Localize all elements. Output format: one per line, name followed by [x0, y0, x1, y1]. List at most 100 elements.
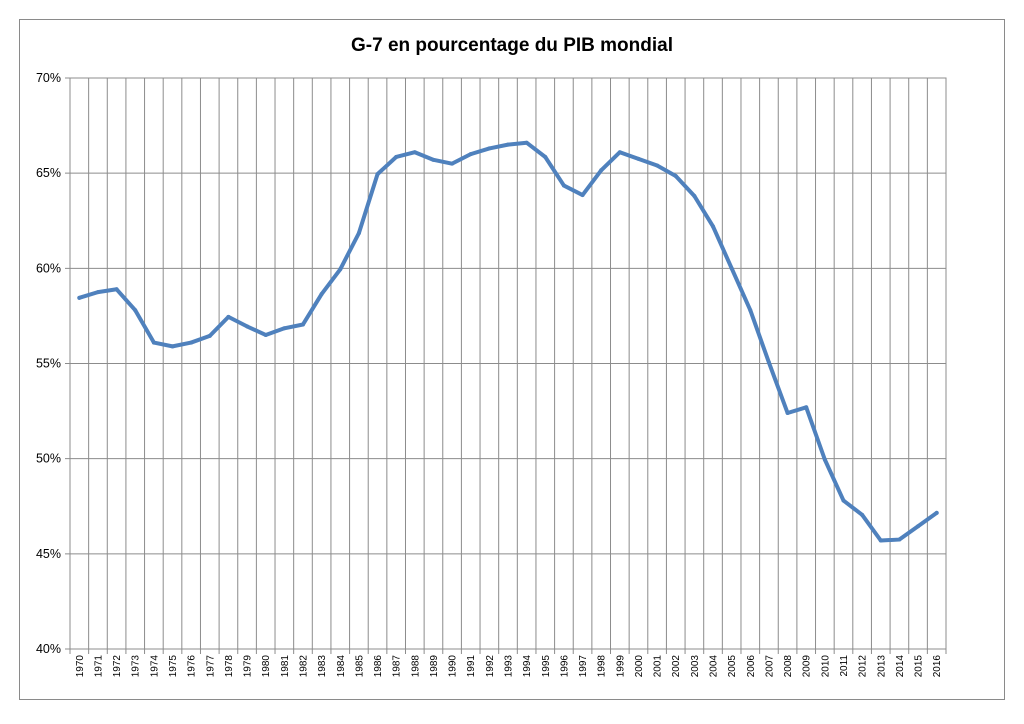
x-tick-label: 1999: [615, 655, 626, 678]
x-tick-label: 1974: [149, 655, 160, 678]
data-point: [729, 266, 734, 271]
y-tick-label: 50%: [36, 452, 61, 466]
x-tick-label: 2014: [895, 655, 906, 678]
data-point: [170, 344, 175, 349]
series-line: [77, 140, 939, 543]
x-tick-label: 1980: [261, 655, 272, 678]
data-point: [226, 314, 231, 319]
x-tick-label: 1977: [205, 655, 216, 678]
data-point: [468, 152, 473, 157]
data-point: [916, 524, 921, 529]
data-point: [673, 174, 678, 179]
data-point: [263, 332, 268, 337]
plot-area: [69, 77, 947, 650]
x-tick-label: 1976: [187, 655, 198, 678]
x-tick-label: 2002: [671, 655, 682, 678]
y-tick-label: 45%: [36, 547, 61, 561]
data-point: [189, 340, 194, 345]
x-tick-label: 1985: [354, 655, 365, 678]
x-tick-label: 1996: [559, 655, 570, 678]
data-point: [487, 146, 492, 151]
data-point: [561, 183, 566, 188]
x-tick-label: 2005: [727, 655, 738, 678]
data-point: [356, 231, 361, 236]
data-point: [860, 512, 865, 517]
data-point: [748, 308, 753, 313]
data-point: [151, 340, 156, 345]
data-point: [878, 538, 883, 543]
data-point: [412, 150, 417, 155]
data-point: [300, 322, 305, 327]
data-point: [77, 295, 82, 300]
data-point: [804, 405, 809, 410]
x-tick-label: 1994: [522, 655, 533, 678]
y-tick-label: 60%: [36, 261, 61, 275]
y-tick-label: 65%: [36, 166, 61, 180]
data-point: [785, 410, 790, 415]
data-point: [655, 163, 660, 168]
x-tick-label: 1984: [336, 655, 347, 678]
y-tick-label: 55%: [36, 357, 61, 371]
x-tick-label: 1972: [112, 655, 123, 678]
x-tick-label: 2011: [839, 655, 850, 677]
x-tick-label: 2009: [802, 655, 813, 678]
x-tick-label: 2013: [876, 655, 887, 678]
x-tick-label: 1970: [75, 655, 86, 678]
x-tick-label: 1981: [280, 655, 291, 678]
x-tick-label: 1992: [485, 655, 496, 678]
x-tick-label: 2015: [914, 655, 925, 678]
x-tick-label: 2008: [783, 655, 794, 678]
data-point: [841, 498, 846, 503]
data-point: [319, 292, 324, 297]
data-point: [375, 172, 380, 177]
x-tick-label: 1986: [373, 655, 384, 678]
data-point: [95, 290, 100, 295]
x-tick-label: 2000: [634, 655, 645, 678]
data-point: [338, 267, 343, 272]
x-tick-label: 1982: [298, 655, 309, 678]
data-point: [636, 156, 641, 161]
x-tick-label: 2003: [690, 655, 701, 678]
data-point: [506, 142, 510, 147]
x-tick-label: 2006: [746, 655, 757, 678]
x-tick-label: 1975: [168, 655, 179, 678]
data-point: [207, 333, 212, 338]
x-tick-label: 1991: [466, 655, 477, 678]
x-tick-label: 2010: [820, 655, 831, 678]
data-point: [599, 168, 604, 173]
x-tick-label: 1998: [597, 655, 608, 678]
data-point: [822, 457, 827, 462]
data-point: [431, 157, 436, 162]
x-tick-label: 1995: [541, 655, 552, 678]
x-tick-label: 1987: [392, 655, 403, 678]
data-point: [580, 193, 585, 198]
x-tick-label: 2007: [764, 655, 775, 678]
y-tick-label: 40%: [36, 642, 61, 656]
x-tick-label: 2012: [858, 655, 869, 678]
data-point: [934, 510, 939, 515]
data-point: [692, 194, 697, 199]
x-tick-label: 1979: [243, 655, 254, 678]
x-tick-label: 1989: [429, 655, 440, 678]
data-point: [394, 154, 399, 159]
data-point: [617, 150, 622, 155]
data-point: [543, 154, 548, 159]
x-tick-label: 1993: [504, 655, 515, 678]
x-tick-label: 1973: [131, 655, 142, 678]
x-tick-label: 1971: [93, 655, 104, 678]
data-point: [524, 140, 529, 145]
data-point: [245, 324, 250, 329]
chart-title: G-7 en pourcentage du PIB mondial: [351, 35, 673, 56]
x-tick-label: 2001: [653, 655, 664, 678]
chart-frame: [19, 19, 1005, 700]
data-point: [897, 537, 902, 542]
x-tick-label: 1988: [410, 655, 421, 678]
x-tick-label: 1997: [578, 655, 589, 678]
data-point: [133, 308, 138, 313]
x-tick-label: 1990: [448, 655, 459, 678]
data-point: [450, 161, 455, 166]
y-tick-label: 70%: [36, 71, 61, 85]
x-tick-label: 2004: [709, 655, 720, 678]
